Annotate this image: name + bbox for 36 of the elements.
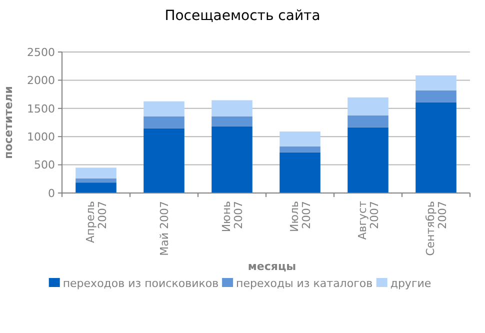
x-tick-label: Апрель 2007 [84,201,109,243]
bar [76,182,116,193]
bar [212,100,252,116]
chart-title: Посещаемость сайта [164,8,320,24]
y-axis-title: посетители [2,86,15,159]
bar [212,116,252,126]
y-tick-label: 2500 [27,46,55,59]
bar [416,90,456,102]
bar [76,178,116,183]
y-tick-label: 1500 [27,102,55,116]
bar [416,102,456,193]
bar [348,97,388,116]
bar [280,152,320,193]
x-tick-label: Сентябрь 2007 [424,201,449,256]
x-axis-title: месяцы [248,260,296,273]
bar [348,127,388,193]
bar [212,126,252,193]
bar [144,128,184,193]
bar [280,132,320,146]
bar [416,75,456,90]
y-tick-label: 2000 [27,74,55,88]
x-tick-label: Август 2007 [356,200,381,240]
legend-label: другие [390,276,432,290]
bar [144,101,184,116]
y-tick-label: 1000 [27,130,55,144]
bar [76,168,116,178]
x-tick-label: Май 2007 [158,201,171,256]
legend-label: переходы из каталогов [236,276,373,290]
x-tick-label: Июль 2007 [288,201,313,232]
bar [280,146,320,152]
x-tick-label: Июнь 2007 [220,201,245,232]
legend-label: переходов из поисковиков [62,276,219,290]
y-tick-label: 0 [48,186,55,200]
bar [348,115,388,128]
bar [144,116,184,128]
y-tick-label: 500 [34,158,55,172]
